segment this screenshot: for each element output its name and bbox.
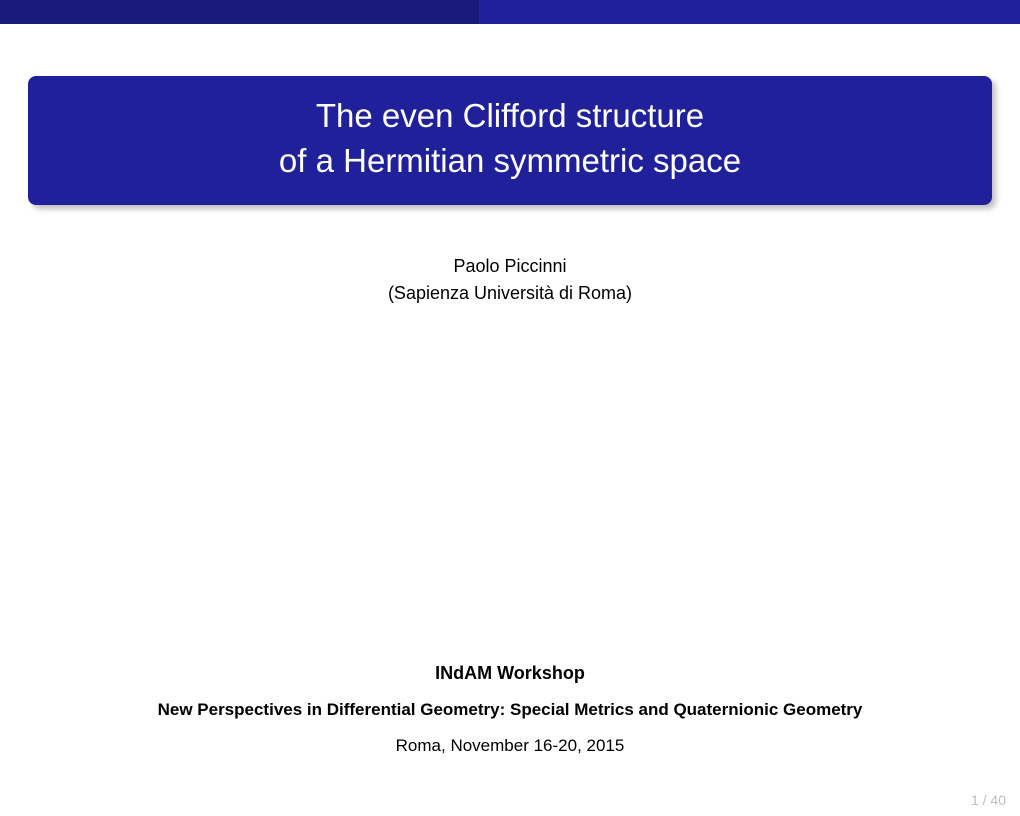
title-block: The even Clifford structure of a Hermiti… <box>28 76 992 205</box>
title-line-1: The even Clifford structure <box>48 94 972 139</box>
pager-total: 40 <box>990 792 1006 808</box>
author-affiliation: (Sapienza Università di Roma) <box>0 280 1020 307</box>
slide-body: The even Clifford structure of a Hermiti… <box>0 76 1020 816</box>
page-counter: 1 / 40 <box>971 792 1006 808</box>
title-line-2: of a Hermitian symmetric space <box>48 139 972 184</box>
workshop-date: Roma, November 16-20, 2015 <box>0 736 1020 756</box>
pager-sep: / <box>979 792 991 808</box>
workshop-block: INdAM Workshop New Perspectives in Diffe… <box>0 663 1020 756</box>
author-block: Paolo Piccinni (Sapienza Università di R… <box>0 253 1020 307</box>
workshop-subtitle: New Perspectives in Differential Geometr… <box>0 700 1020 720</box>
workshop-name: INdAM Workshop <box>0 663 1020 684</box>
topbar-right-segment <box>479 0 1020 24</box>
pager-current: 1 <box>971 792 979 808</box>
topbar-left-segment <box>0 0 479 24</box>
author-name: Paolo Piccinni <box>0 253 1020 280</box>
top-nav-bar <box>0 0 1020 24</box>
